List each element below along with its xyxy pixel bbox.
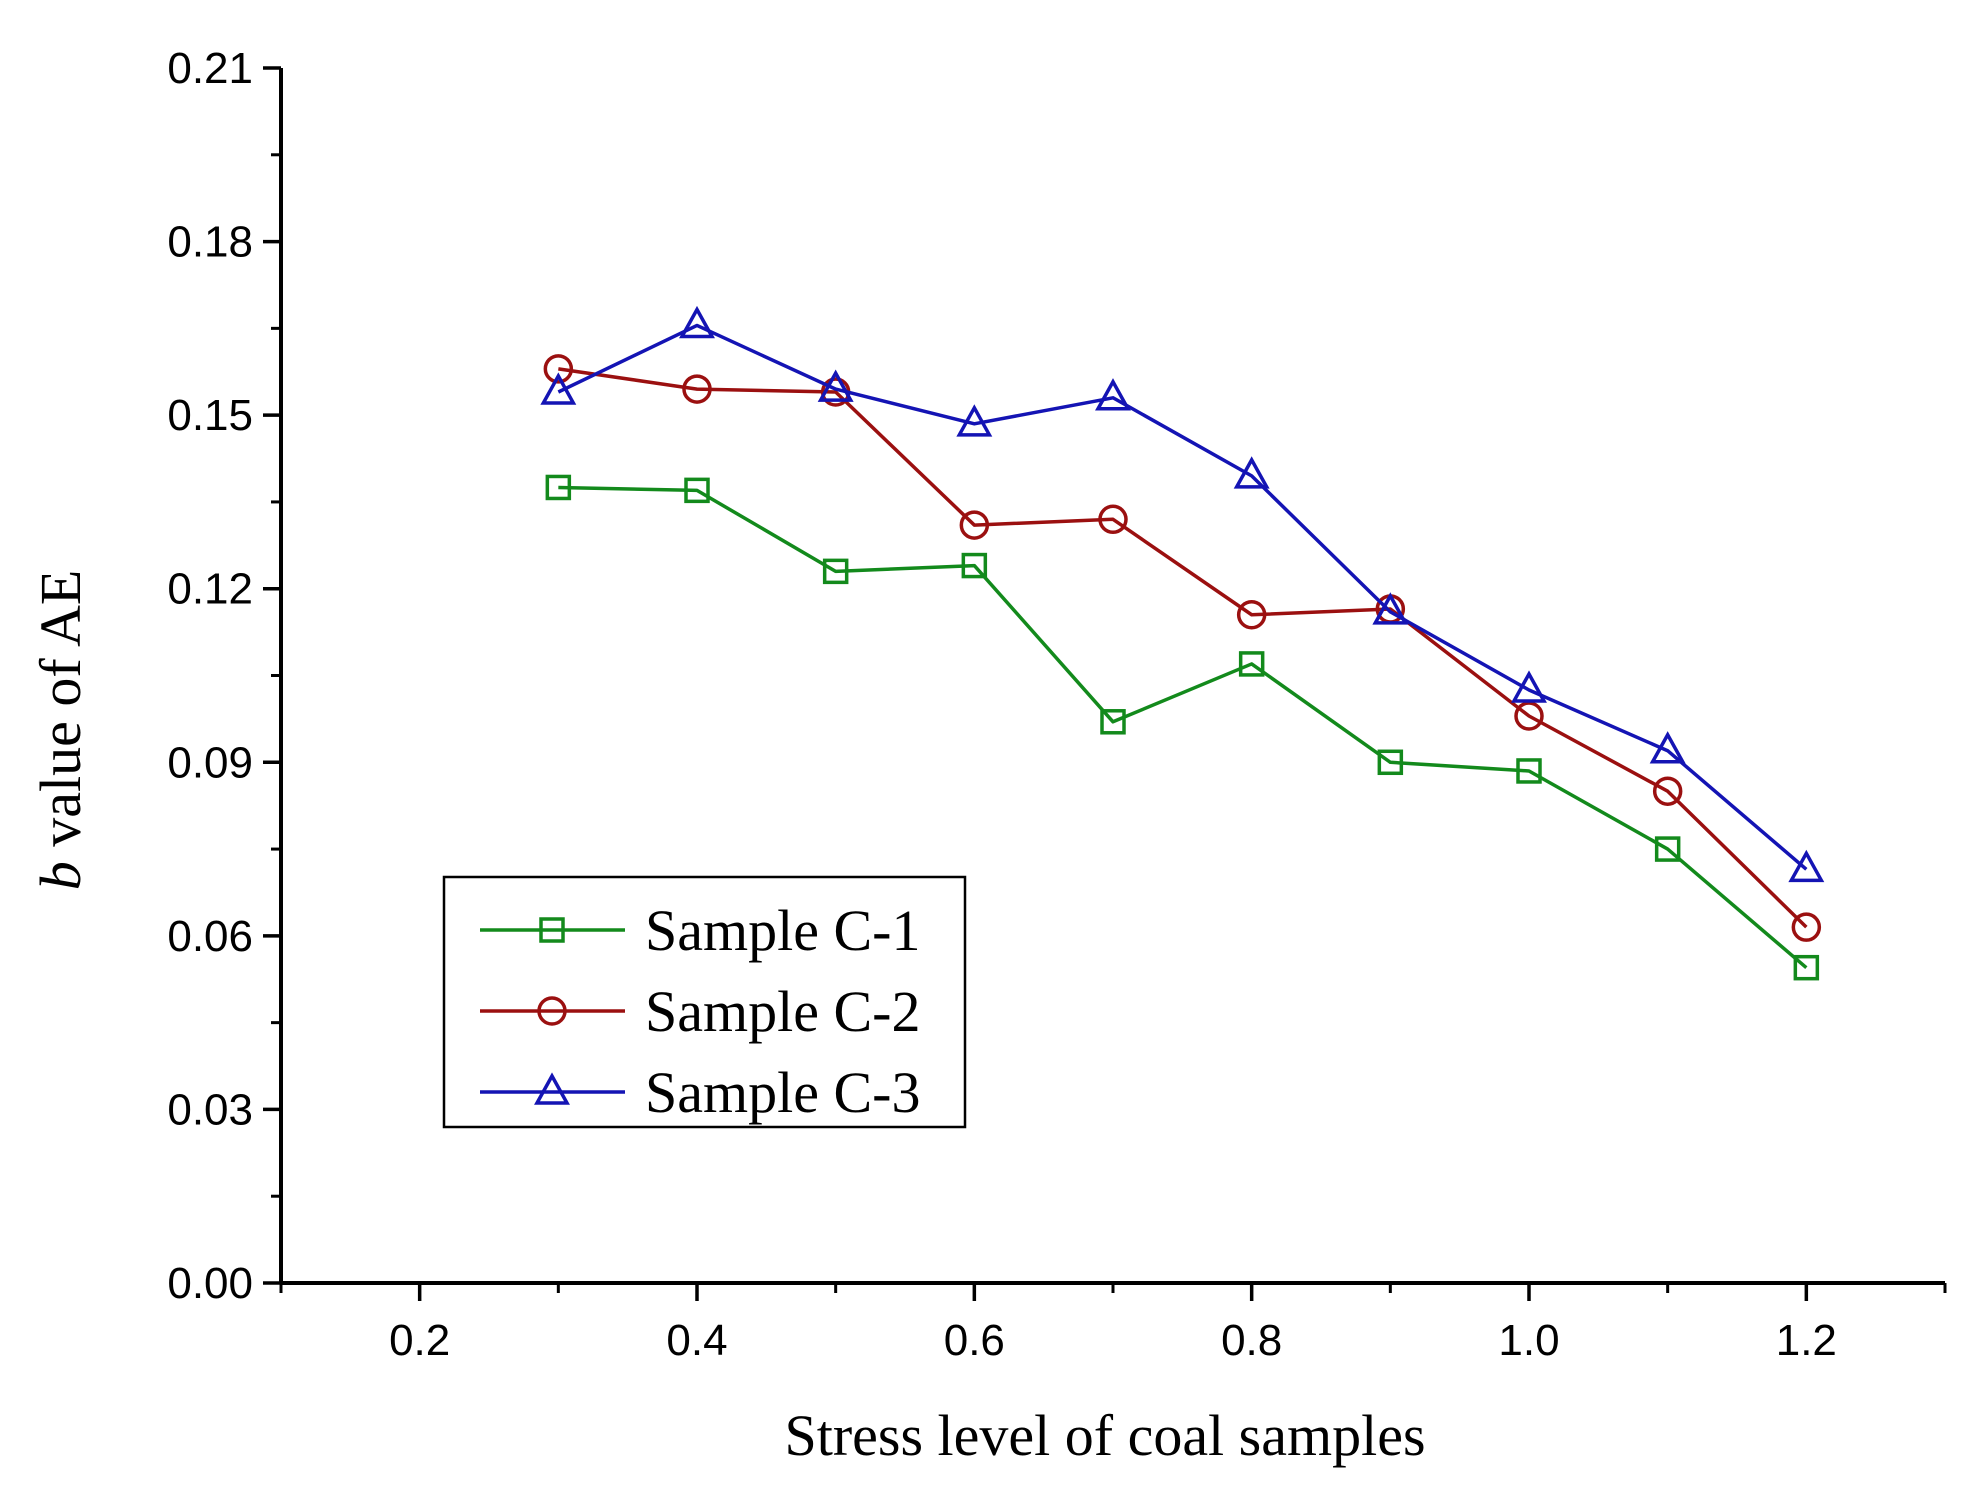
data-point xyxy=(1098,504,1128,535)
data-point xyxy=(1377,749,1404,776)
series-line xyxy=(558,485,1808,970)
data-point xyxy=(1649,731,1686,764)
data-point xyxy=(956,404,993,437)
y-tick-label: 0.00 xyxy=(167,1259,253,1308)
series-layer xyxy=(540,305,1825,981)
legend-label: Sample C-2 xyxy=(645,979,920,1044)
legend: Sample C-1 Sample C-2 Sample C-3 xyxy=(442,875,967,1129)
series-3 xyxy=(540,305,1825,883)
data-point xyxy=(1511,670,1547,703)
data-point xyxy=(1654,836,1681,862)
data-point xyxy=(1516,758,1542,784)
data-point xyxy=(1514,701,1544,731)
data-point xyxy=(1233,456,1270,489)
x-tick-label: 0.4 xyxy=(666,1316,727,1365)
y-tick-label: 0.06 xyxy=(167,912,253,961)
legend-entry: Sample C-3 xyxy=(480,1060,920,1125)
x-tick-label: 0.8 xyxy=(1221,1316,1282,1365)
data-point xyxy=(959,510,990,540)
legend-box xyxy=(442,875,967,1129)
x-tick-label: 0.2 xyxy=(389,1316,450,1365)
legend-label: Sample C-3 xyxy=(645,1060,920,1125)
data-point xyxy=(1100,709,1126,735)
data-point xyxy=(1095,378,1131,411)
data-point xyxy=(545,474,572,501)
legend-entry: Sample C-1 xyxy=(480,898,920,963)
x-tick-label: 1.2 xyxy=(1776,1316,1837,1365)
data-point xyxy=(684,477,710,504)
data-point xyxy=(1788,849,1825,883)
y-axis-title: b value of AE xyxy=(28,570,93,891)
series-line xyxy=(557,323,1808,871)
legend-entry: Sample C-2 xyxy=(480,979,920,1044)
y-tick-label: 0.03 xyxy=(167,1085,253,1134)
y-axis-title-rest: value of AE xyxy=(28,570,93,862)
series-2 xyxy=(543,354,1822,942)
data-point xyxy=(961,552,988,579)
legend-marker xyxy=(534,1072,570,1105)
data-point xyxy=(1372,592,1409,625)
data-point xyxy=(1652,776,1683,806)
data-point xyxy=(540,372,577,405)
series-line xyxy=(558,367,1808,929)
y-axis-title-italic: b xyxy=(28,861,93,890)
data-point xyxy=(1238,651,1265,677)
legend-marker xyxy=(537,996,567,1026)
data-point xyxy=(1236,600,1267,630)
y-tick-label: 0.09 xyxy=(167,738,253,787)
x-tick-label: 1.0 xyxy=(1498,1316,1559,1365)
series-1 xyxy=(545,474,1820,981)
data-point xyxy=(679,305,715,339)
axes: 0.00 0.03 0.06 0.09 0.12 0.15 0.18 0.21 0.2 0.4 0.… xyxy=(167,44,1947,1365)
data-point xyxy=(1791,912,1822,942)
data-point xyxy=(822,558,849,585)
y-tick-label: 0.15 xyxy=(167,391,253,440)
data-point xyxy=(817,369,854,402)
y-tick-label: 0.21 xyxy=(167,44,253,93)
legend-label: Sample C-1 xyxy=(645,898,920,963)
data-point xyxy=(543,354,574,384)
y-tick-label: 0.18 xyxy=(167,218,253,267)
legend-marker xyxy=(539,917,565,943)
data-point xyxy=(1793,954,1820,981)
y-tick-label: 0.12 xyxy=(167,565,253,614)
x-axis-title: Stress level of coal samples xyxy=(784,1403,1425,1468)
data-point xyxy=(682,374,712,404)
x-tick-label: 0.6 xyxy=(944,1316,1005,1365)
